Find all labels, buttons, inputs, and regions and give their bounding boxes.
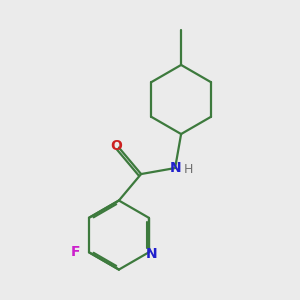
Text: F: F (71, 245, 81, 259)
Text: H: H (184, 163, 193, 176)
Text: O: O (110, 139, 122, 153)
Text: N: N (169, 161, 181, 175)
Text: N: N (146, 247, 158, 261)
